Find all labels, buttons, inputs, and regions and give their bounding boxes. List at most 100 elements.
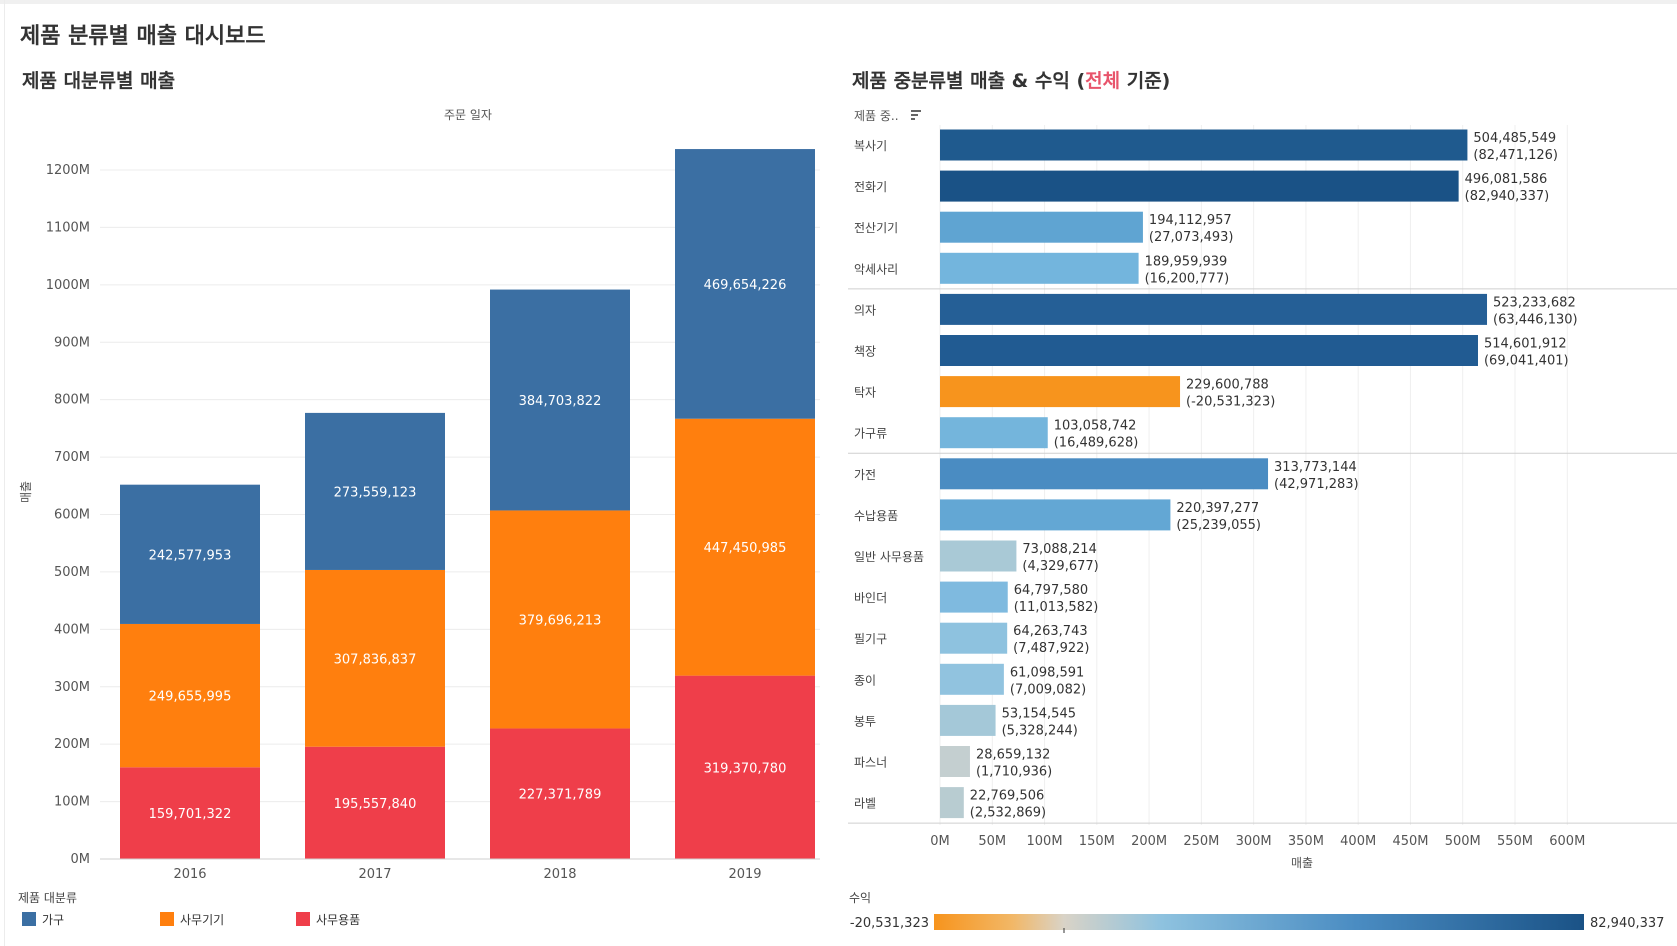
sales-bar[interactable] [940,622,1008,654]
bar-segment[interactable] [675,149,815,419]
legend-label-office-supplies[interactable]: 사무용품 [316,913,360,927]
bar-segment[interactable] [305,569,445,747]
bar-value-label: 379,696,213 [519,613,602,628]
sales-bar[interactable] [940,335,1478,366]
legend-label-furniture[interactable]: 가구 [42,913,64,927]
x-tick-label: 300M [1236,834,1272,849]
color-legend-title: 수익 [849,891,871,905]
sales-value-label: 496,081,586 [1465,172,1548,187]
row-label[interactable]: 파스너 [854,756,887,770]
sales-bar[interactable] [940,129,1468,161]
legend-swatch-office-supplies[interactable] [296,912,310,926]
sales-bar[interactable] [940,458,1269,490]
row-label[interactable]: 라벨 [854,797,876,811]
sales-value-label: 313,773,144 [1274,460,1357,475]
sales-bar[interactable] [940,746,970,777]
right-title-highlight[interactable]: 전체 [1085,70,1121,92]
sales-bar[interactable] [940,704,996,736]
profit-value-label: (63,446,130) [1493,312,1578,327]
profit-value-label: (7,009,082) [1010,682,1086,697]
row-label[interactable]: 일반 사무용품 [854,550,924,564]
bar-segment[interactable] [490,289,630,511]
bar-segment[interactable] [120,484,260,624]
y-tick-label: 100M [54,795,90,810]
row-label[interactable]: 전화기 [854,180,887,194]
row-label[interactable]: 바인더 [854,591,887,605]
bar-segment[interactable] [675,418,815,676]
bar-segment[interactable] [490,728,630,859]
x-tick-label: 150M [1079,834,1115,849]
sales-bar[interactable] [940,787,964,819]
x-tick-label: 350M [1288,834,1324,849]
sales-value-label: 189,959,939 [1145,254,1228,269]
bar-segment[interactable] [305,412,445,570]
row-label[interactable]: 의자 [854,303,876,317]
x-axis-label: 매출 [1291,856,1313,870]
legend-title: 제품 대분류 [18,891,77,905]
profit-value-label: (5,328,244) [1002,723,1078,738]
row-label[interactable]: 봉투 [854,714,876,728]
row-label[interactable]: 전산기기 [854,221,898,235]
profit-value-label: (42,971,283) [1274,477,1359,492]
profit-value-label: (4,329,677) [1022,559,1098,574]
bar-segment[interactable] [490,510,630,729]
bar-segment[interactable] [120,767,260,859]
row-label[interactable]: 책장 [854,344,876,359]
sales-bar[interactable] [940,252,1139,284]
legend-swatch-office-machines[interactable] [160,912,174,926]
x-tick-label: 2018 [543,867,576,882]
legend-label-office-machines[interactable]: 사무기기 [180,913,224,927]
color-legend-min: -20,531,323 [850,916,929,931]
x-tick-label: 2017 [358,867,391,882]
row-label[interactable]: 악세사리 [854,262,898,276]
sales-bar[interactable] [940,170,1459,202]
sales-bar[interactable] [940,499,1171,531]
y-axis-ticks: 0M 100M 200M 300M 400M 500M 600M 700M 800M 900M 10… [46,163,90,867]
sales-bar[interactable] [940,417,1048,449]
sales-bar[interactable] [940,376,1181,408]
bar-segments: 159,701,322 249,655,995 242,577,953 195,557… [120,149,815,859]
bar-segment[interactable] [305,746,445,859]
row-label[interactable]: 종이 [854,673,876,687]
x-tick-label: 250M [1183,834,1219,849]
bar-value-label: 159,701,322 [149,807,232,822]
y-tick-label: 500M [54,565,90,580]
bar-segment[interactable] [120,623,260,768]
sales-value-label: 194,112,957 [1149,213,1232,228]
row-label[interactable]: 수납용품 [854,509,898,523]
top-border [0,0,1677,4]
bar-value-label: 447,450,985 [704,541,787,556]
row-label[interactable]: 필기구 [854,632,887,646]
sales-bar[interactable] [940,581,1008,613]
x-tick-label: 2016 [173,867,206,882]
bar-value-label: 319,370,780 [704,761,787,776]
sales-bar[interactable] [940,540,1017,572]
profit-value-label: (82,940,337) [1465,189,1550,204]
profit-value-label: (69,041,401) [1484,354,1569,369]
sales-value-label: 61,098,591 [1010,665,1084,680]
bar-value-label: 195,557,840 [334,797,417,812]
bar-value-label: 469,654,226 [704,278,787,293]
bar-segment[interactable] [675,675,815,859]
x-tick-label: 50M [978,834,1006,849]
sales-bar[interactable] [940,663,1004,695]
legend-swatch-furniture[interactable] [22,912,36,926]
x-tick-label: 2019 [728,867,761,882]
column-header: 주문 일자 [444,108,492,122]
sales-bar[interactable] [940,293,1488,325]
sort-icon[interactable] [911,110,921,120]
profit-color-ramp[interactable] [934,914,1584,930]
sales-bar[interactable] [940,211,1143,243]
x-tick-label: 100M [1027,834,1063,849]
sales-value-label: 64,797,580 [1014,583,1088,598]
row-label[interactable]: 가전 [854,468,876,482]
row-label[interactable]: 복사기 [854,139,887,153]
x-tick-label: 550M [1497,834,1533,849]
y-tick-label: 600M [54,508,90,523]
row-label[interactable]: 탁자 [854,386,876,400]
profit-value-label: (16,200,777) [1145,271,1230,286]
row-label[interactable]: 가구류 [854,427,887,441]
y-tick-label: 700M [54,450,90,465]
sales-value-label: 53,154,545 [1002,706,1076,721]
